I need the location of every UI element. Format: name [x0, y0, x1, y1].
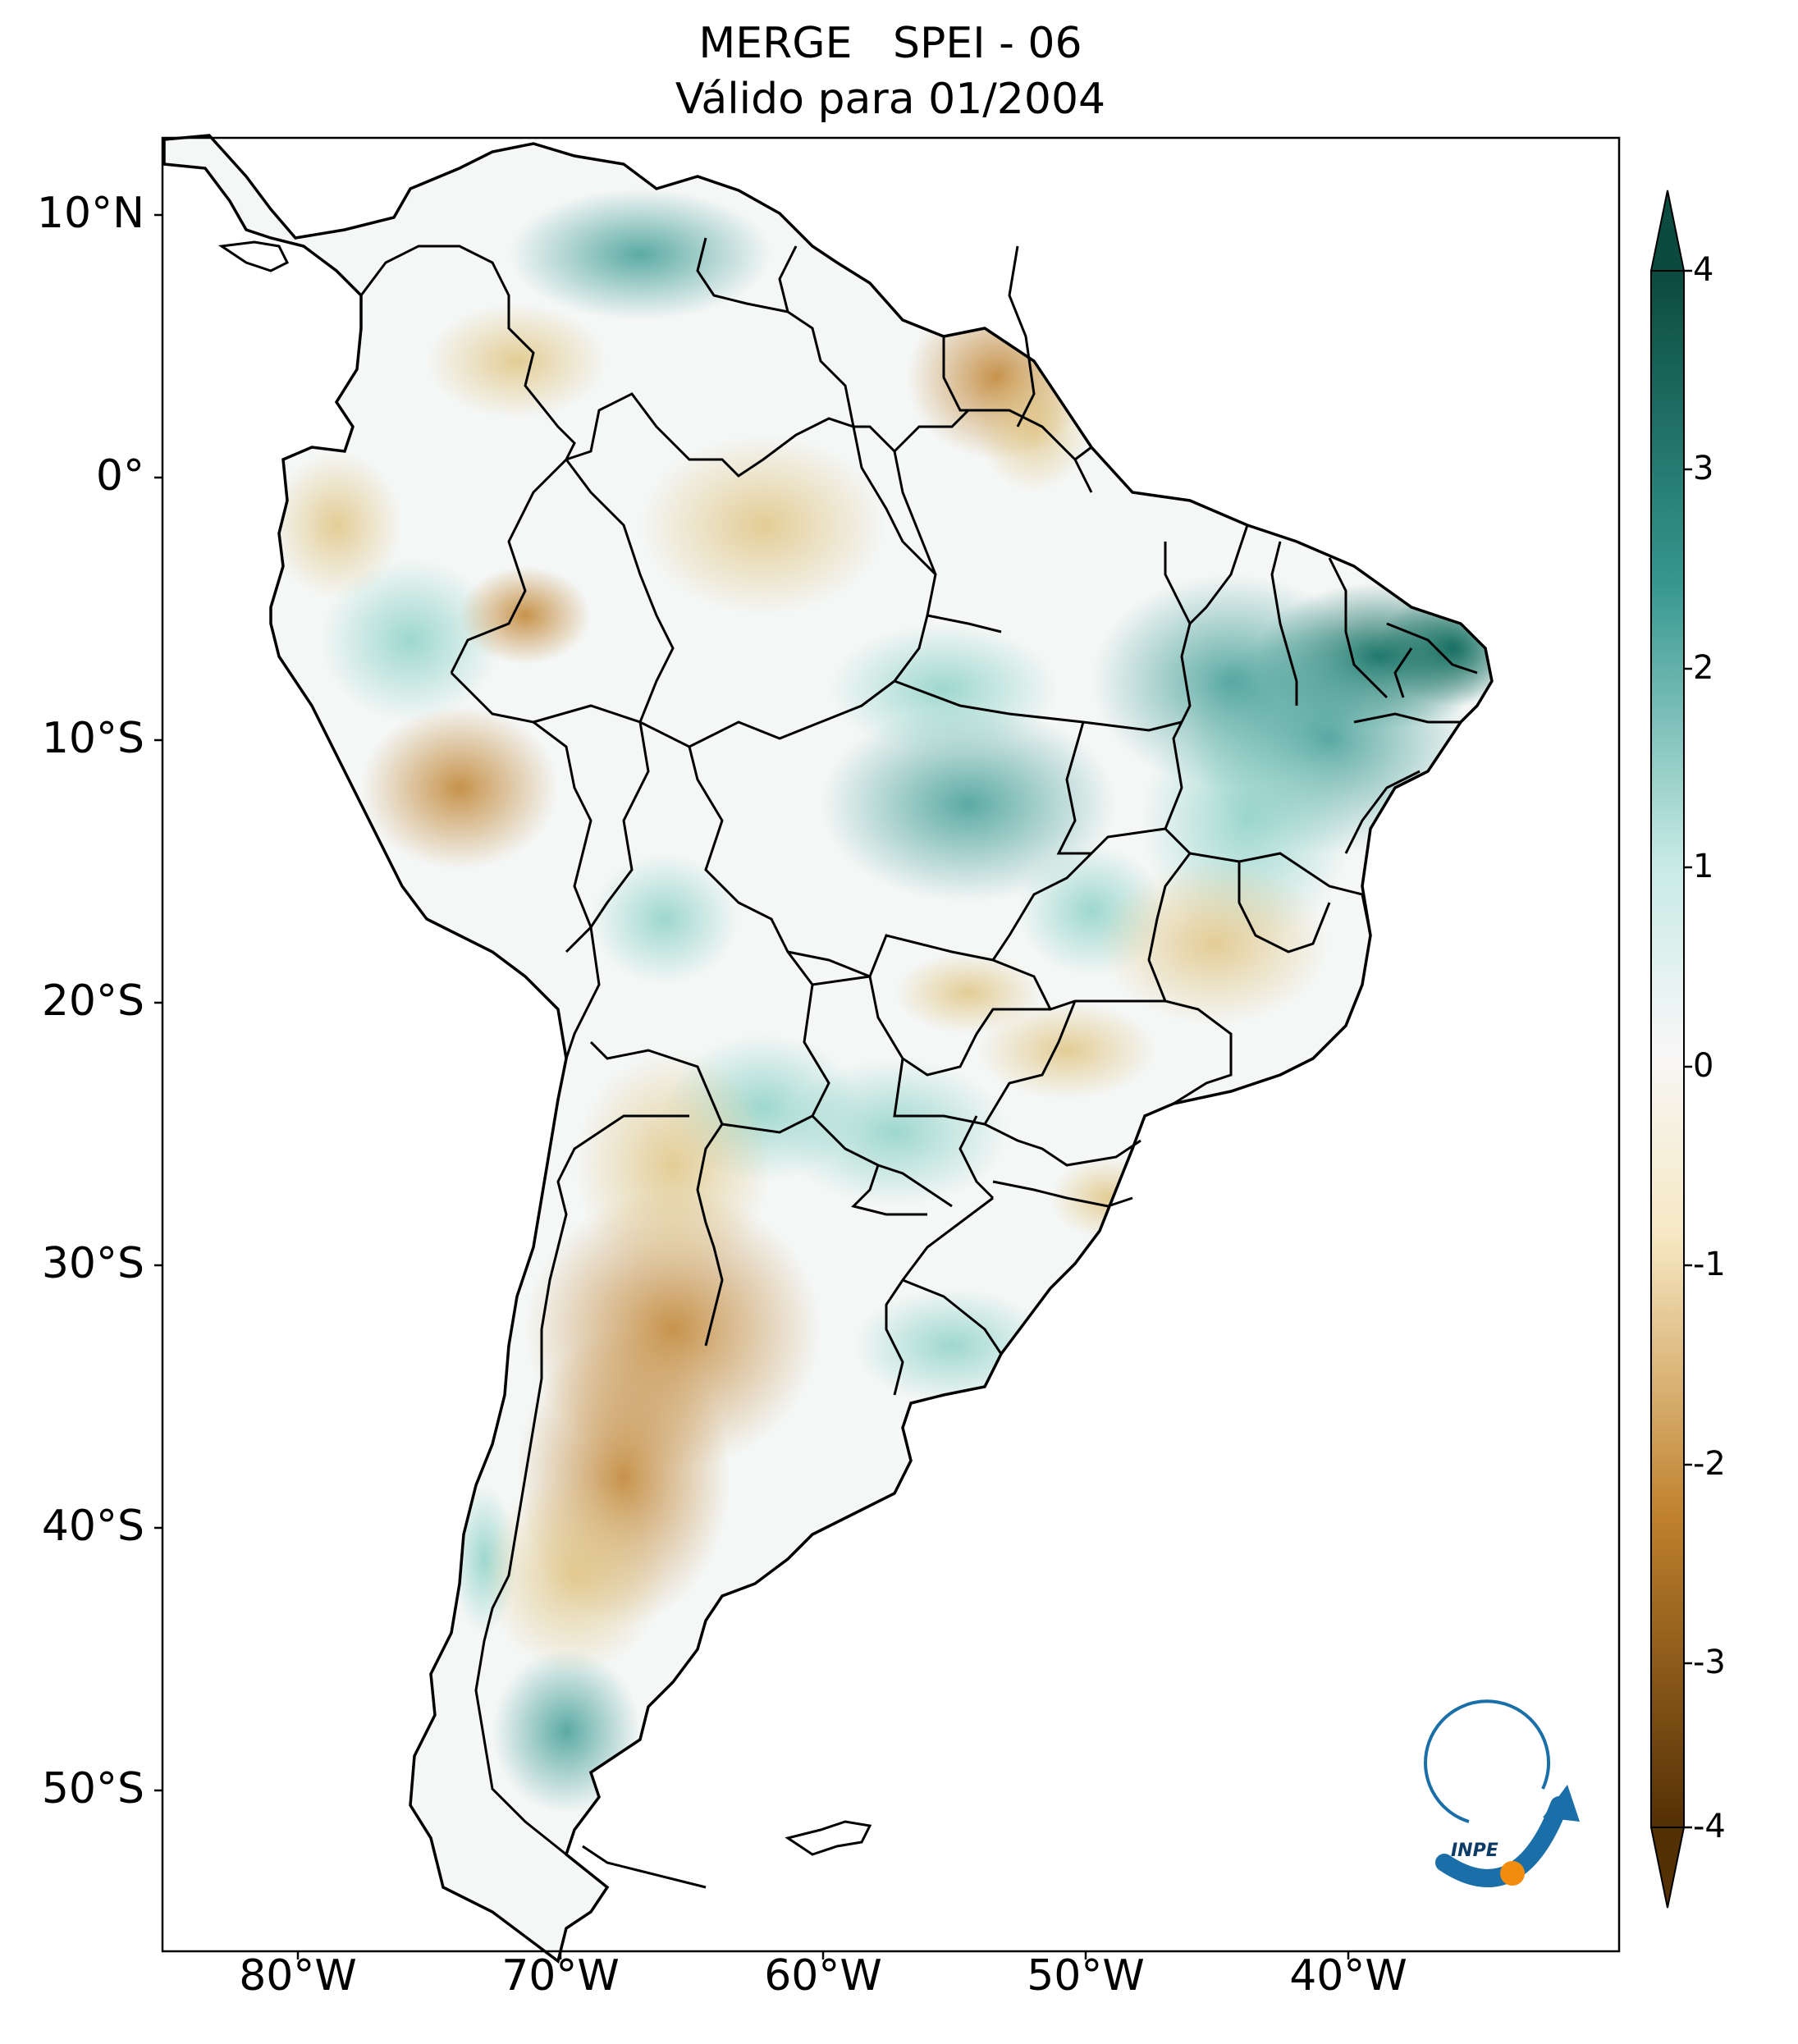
- lat-label-0: 0°: [95, 451, 144, 501]
- lon-label-80w: 80°W: [239, 1951, 357, 2001]
- lat-label-10s: 10°S: [41, 714, 144, 763]
- colorbar: [1649, 190, 1692, 1909]
- lon-label-50w: 50°W: [1027, 1951, 1145, 2001]
- colorbar-label-neg2: -2: [1693, 1445, 1726, 1483]
- lat-label-10n: 10°N: [36, 189, 144, 238]
- axis-ticks: [154, 213, 1350, 1959]
- inpe-logo-text: INPE: [1451, 1841, 1498, 1861]
- colorbar-label-0: 0: [1693, 1047, 1714, 1085]
- lon-label-60w: 60°W: [764, 1951, 882, 2001]
- lon-label-40w: 40°W: [1289, 1951, 1407, 2001]
- map-subtitle: Válido para 01/2004: [675, 75, 1106, 124]
- colorbar-label-neg4: -4: [1693, 1808, 1726, 1845]
- colorbar-label-neg1: -1: [1693, 1246, 1726, 1283]
- lon-label-70w: 70°W: [501, 1951, 620, 2001]
- falkland-islands: [785, 1820, 872, 1856]
- map-title: MERGE SPEI - 06: [698, 19, 1082, 68]
- lat-label-50s: 50°S: [41, 1764, 144, 1813]
- colorbar-label-1: 1: [1693, 848, 1714, 885]
- colorbar-label-4: 4: [1693, 251, 1714, 289]
- map-border: [161, 136, 1621, 1953]
- lat-label-20s: 20°S: [41, 976, 144, 1026]
- lat-label-40s: 40°S: [41, 1502, 144, 1551]
- colorbar-label-3: 3: [1693, 450, 1714, 487]
- borders: [359, 237, 1478, 1889]
- colorbar-label-2: 2: [1693, 649, 1714, 687]
- caribbean-island: [217, 240, 290, 272]
- inpe-logo: INPE: [1424, 1699, 1580, 1887]
- colorbar-label-neg3: -3: [1693, 1644, 1726, 1681]
- lat-label-30s: 30°S: [41, 1239, 144, 1288]
